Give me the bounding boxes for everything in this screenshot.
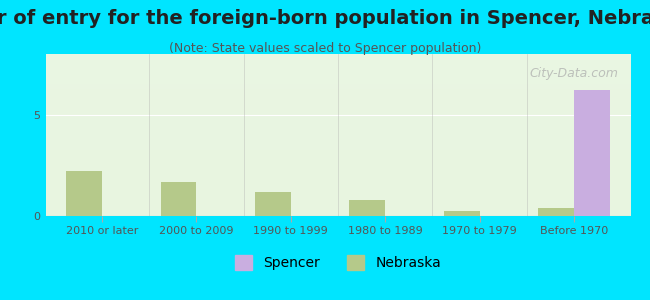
Legend: Spencer, Nebraska: Spencer, Nebraska	[228, 248, 448, 277]
Bar	[255, 192, 291, 216]
Bar	[574, 91, 610, 216]
Bar	[66, 171, 102, 216]
Text: (Note: State values scaled to Spencer population): (Note: State values scaled to Spencer po…	[169, 42, 481, 55]
Bar	[349, 200, 385, 216]
Bar	[161, 182, 196, 216]
Bar	[538, 208, 574, 216]
Bar	[444, 211, 480, 216]
Text: City-Data.com: City-Data.com	[530, 67, 619, 80]
Text: Year of entry for the foreign-born population in Spencer, Nebraska: Year of entry for the foreign-born popul…	[0, 9, 650, 28]
